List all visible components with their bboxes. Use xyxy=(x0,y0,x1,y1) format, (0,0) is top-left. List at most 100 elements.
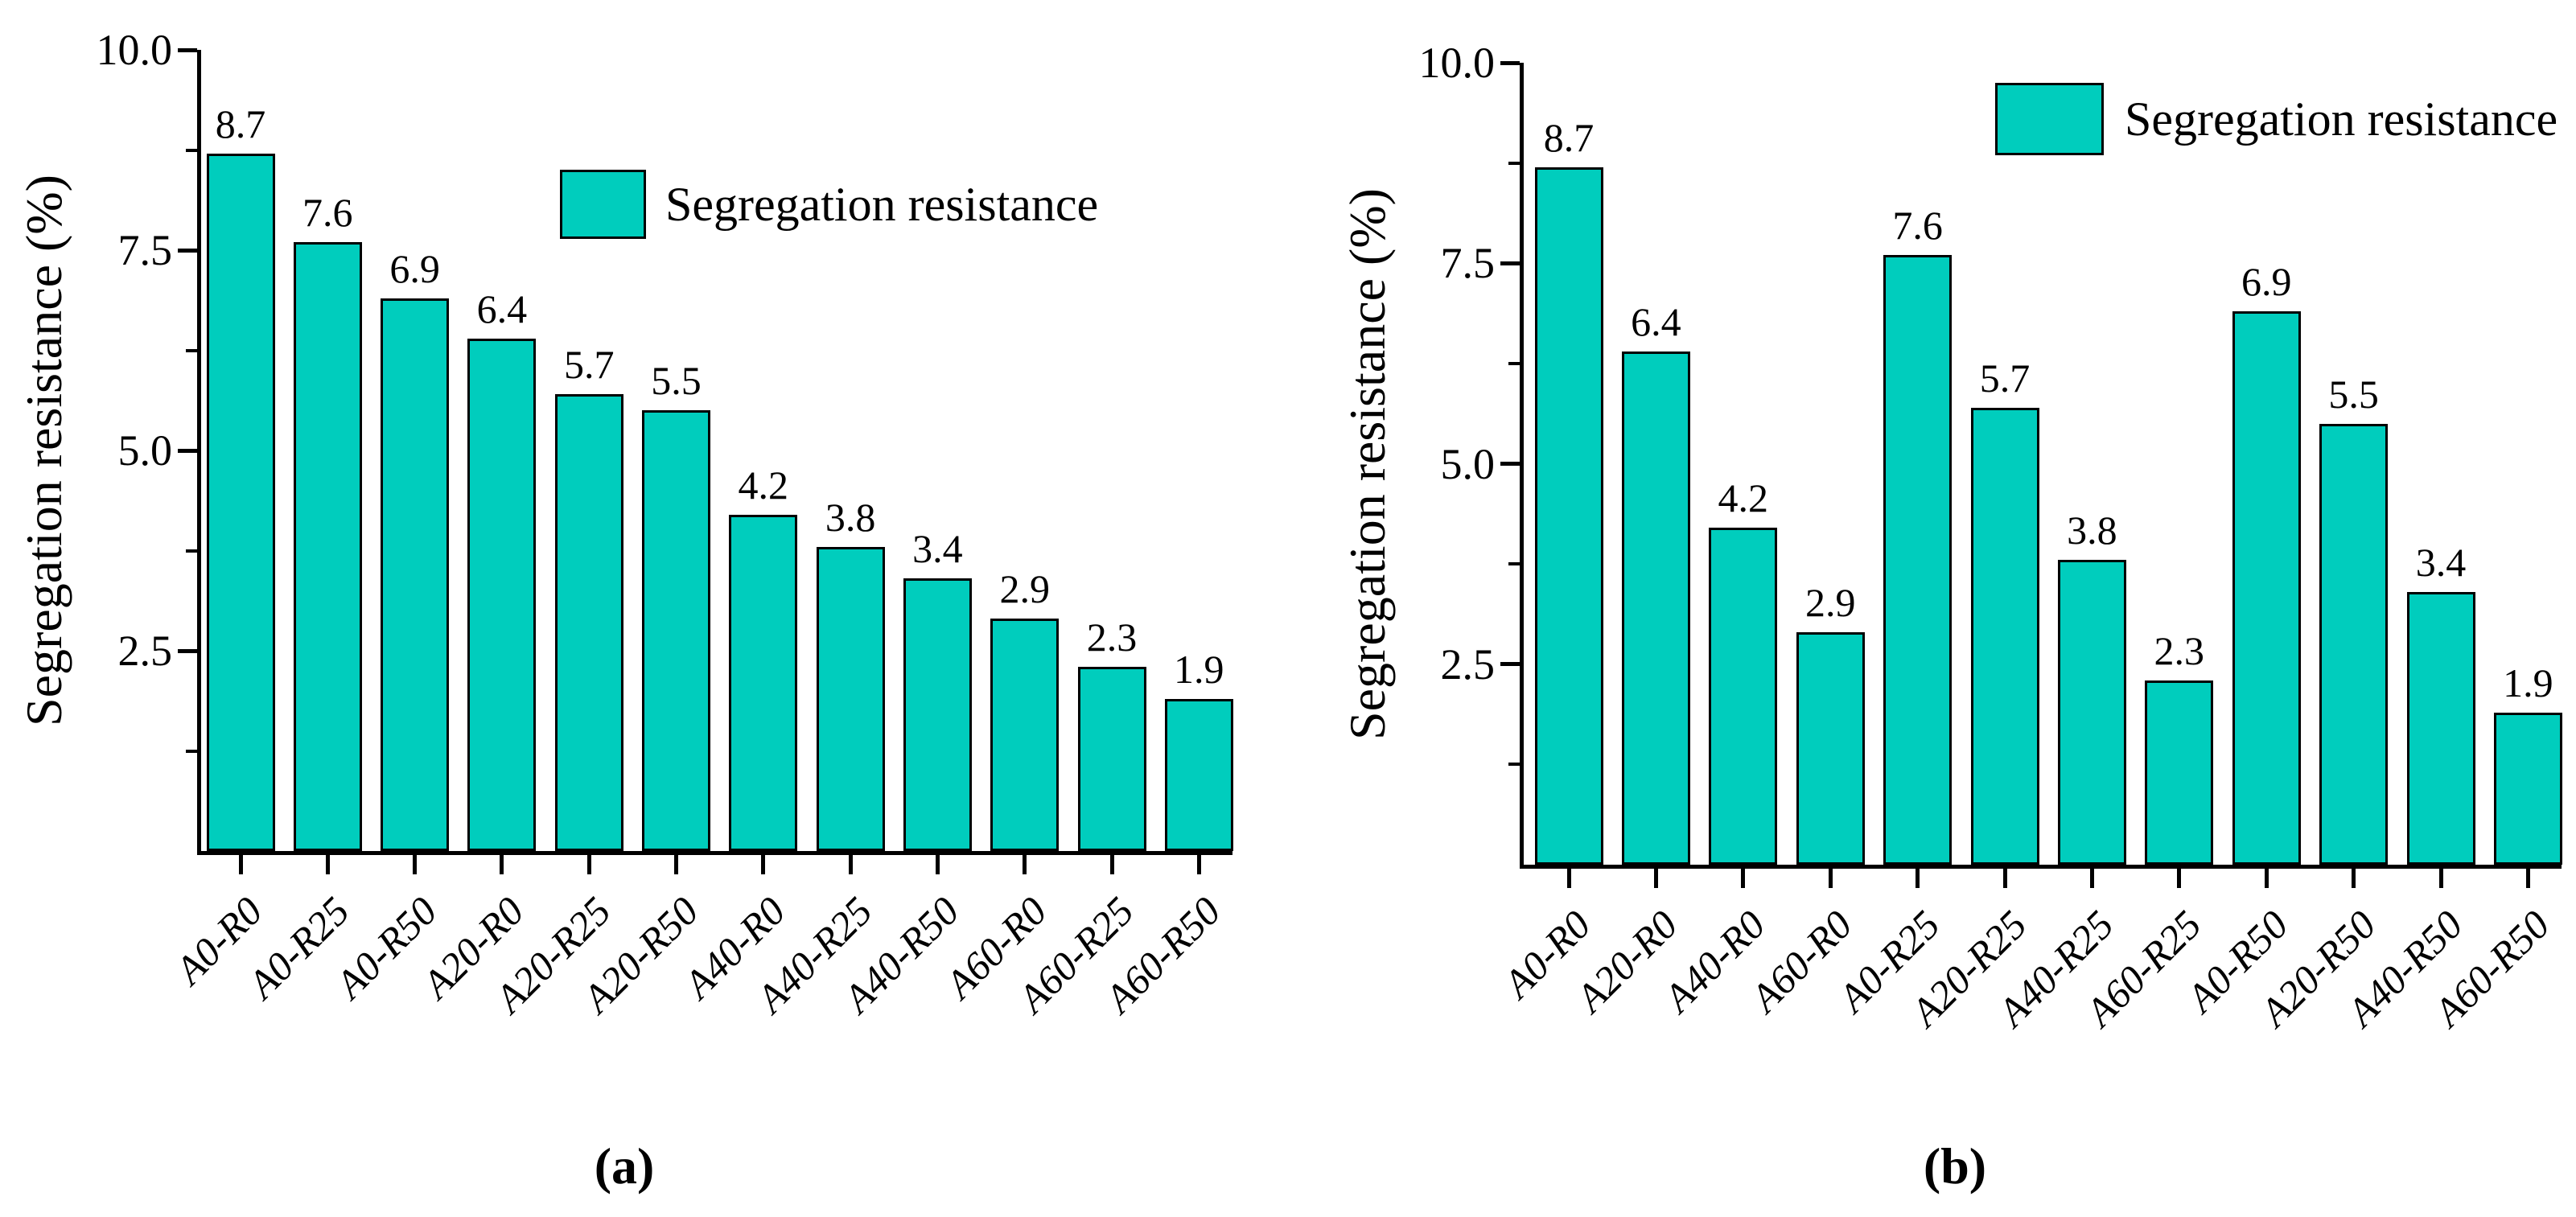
bar-value-label: 7.6 xyxy=(302,190,353,236)
bar-value-label: 2.3 xyxy=(1086,614,1138,660)
x-axis-tick xyxy=(2438,869,2443,888)
y-axis-minor-tick xyxy=(186,549,197,553)
bar-value-label: 5.5 xyxy=(651,358,702,404)
x-axis-tick xyxy=(325,855,330,874)
y-axis-minor-tick xyxy=(186,148,197,152)
y-axis-major-tick xyxy=(178,448,197,453)
y-axis-major-tick xyxy=(1500,662,1520,667)
x-axis-tick xyxy=(2177,869,2182,888)
x-axis-tick xyxy=(413,855,418,874)
x-axis-tick xyxy=(674,855,678,874)
bar-value-label: 6.9 xyxy=(389,245,440,291)
x-axis-tick xyxy=(586,855,591,874)
bar-a0-r50 xyxy=(2232,311,2301,865)
bar-value-label: 3.4 xyxy=(2415,540,2467,586)
bar-value-label: 6.4 xyxy=(476,286,528,331)
bar-value-label: 6.9 xyxy=(2241,259,2292,305)
x-axis-tick xyxy=(2352,869,2356,888)
bar-value-label: 8.7 xyxy=(1543,114,1595,160)
bar-value-label: 3.4 xyxy=(912,526,963,572)
bar-value-label: 8.7 xyxy=(215,101,266,147)
y-axis-major-tick xyxy=(1500,60,1520,65)
x-axis-tick xyxy=(238,855,243,874)
y-axis-tick-label: 2.5 xyxy=(1440,639,1496,689)
plot-area xyxy=(1520,63,2562,869)
x-axis-tick xyxy=(500,855,504,874)
x-axis-tick xyxy=(761,855,766,874)
x-axis-tick xyxy=(1023,855,1027,874)
bar-a40-r0 xyxy=(729,514,798,851)
x-axis-tick xyxy=(1566,869,1571,888)
bar-value-label: 6.4 xyxy=(1631,298,1681,344)
bar-a60-r25 xyxy=(1077,666,1146,851)
x-axis-tick xyxy=(1653,869,1658,888)
y-axis-minor-tick xyxy=(1508,161,1520,165)
y-axis-tick-label: 10.0 xyxy=(1418,39,1496,87)
y-axis-major-tick xyxy=(178,248,197,253)
bar-a0-r25 xyxy=(1883,255,1953,865)
bar-value-label: 3.8 xyxy=(825,494,876,540)
plot-area xyxy=(197,50,1232,855)
legend: Segregation resistance xyxy=(1995,83,2557,155)
x-axis-tick xyxy=(1828,869,1833,888)
bar-a0-r25 xyxy=(293,242,362,851)
y-axis-tick-label: 7.5 xyxy=(1440,239,1496,288)
bar-a60-r50 xyxy=(1164,698,1233,851)
y-axis-tick-label: 10.0 xyxy=(96,26,173,74)
bar-value-label: 5.7 xyxy=(1979,355,2031,401)
y-axis-tick-label: 7.5 xyxy=(117,226,173,274)
y-axis-minor-tick xyxy=(1508,763,1520,767)
bar-a40-r50 xyxy=(903,578,972,851)
legend-label: Segregation resistance xyxy=(665,178,1099,231)
bar-a60-r0 xyxy=(1796,631,1865,865)
x-axis-tick xyxy=(2089,869,2094,888)
y-axis-major-tick xyxy=(1500,462,1520,466)
bar-a20-r25 xyxy=(1970,407,2039,865)
bar-a20-r0 xyxy=(1621,351,1690,865)
bar-value-label: 3.8 xyxy=(2067,508,2117,553)
bar-a40-r50 xyxy=(2406,592,2475,865)
bar-value-label: 2.9 xyxy=(999,566,1050,612)
bar-a0-r0 xyxy=(1534,167,1603,865)
legend: Segregation resistance xyxy=(560,170,1098,239)
bar-a60-r50 xyxy=(2493,712,2562,865)
bar-a20-r50 xyxy=(2319,423,2389,865)
bar-value-label: 4.2 xyxy=(1718,475,1769,521)
y-axis-tick-label: 5.0 xyxy=(117,426,173,475)
x-axis-tick xyxy=(2264,869,2269,888)
y-axis-major-tick xyxy=(178,47,197,52)
x-axis-tick xyxy=(848,855,853,874)
legend-swatch xyxy=(560,170,646,239)
bar-a0-r0 xyxy=(206,154,275,851)
bar-a40-r0 xyxy=(1709,528,1778,865)
y-axis-tick-label: 2.5 xyxy=(117,627,173,675)
y-axis-minor-tick xyxy=(186,348,197,352)
bar-a60-r25 xyxy=(2145,680,2214,865)
subfigure-caption: (a) xyxy=(594,1137,655,1194)
bar-a20-r50 xyxy=(642,410,710,851)
x-axis-tick xyxy=(2525,869,2530,888)
bar-a60-r0 xyxy=(990,619,1060,851)
bar-value-label: 2.3 xyxy=(2154,627,2205,673)
y-axis-tick-label: 5.0 xyxy=(1440,439,1496,488)
y-axis-major-tick xyxy=(178,648,197,653)
x-axis-tick xyxy=(1916,869,1920,888)
y-axis-major-tick xyxy=(1500,261,1520,265)
legend-swatch xyxy=(1995,83,2104,155)
subfigure-caption: (b) xyxy=(1923,1137,1987,1194)
bar-a0-r50 xyxy=(381,298,450,851)
bar-a40-r25 xyxy=(2057,560,2126,865)
bar-value-label: 5.5 xyxy=(2328,371,2379,417)
x-axis-tick xyxy=(935,855,940,874)
x-axis-tick xyxy=(1109,855,1114,874)
x-axis-tick xyxy=(1196,855,1201,874)
legend-label: Segregation resistance xyxy=(2125,93,2558,146)
bar-a20-r0 xyxy=(467,338,537,851)
bar-value-label: 5.7 xyxy=(563,342,615,388)
y-axis-minor-tick xyxy=(1508,562,1520,566)
x-axis-tick xyxy=(2002,869,2007,888)
y-axis-minor-tick xyxy=(1508,361,1520,365)
bar-a40-r25 xyxy=(816,546,885,851)
bar-value-label: 2.9 xyxy=(1804,579,1856,625)
